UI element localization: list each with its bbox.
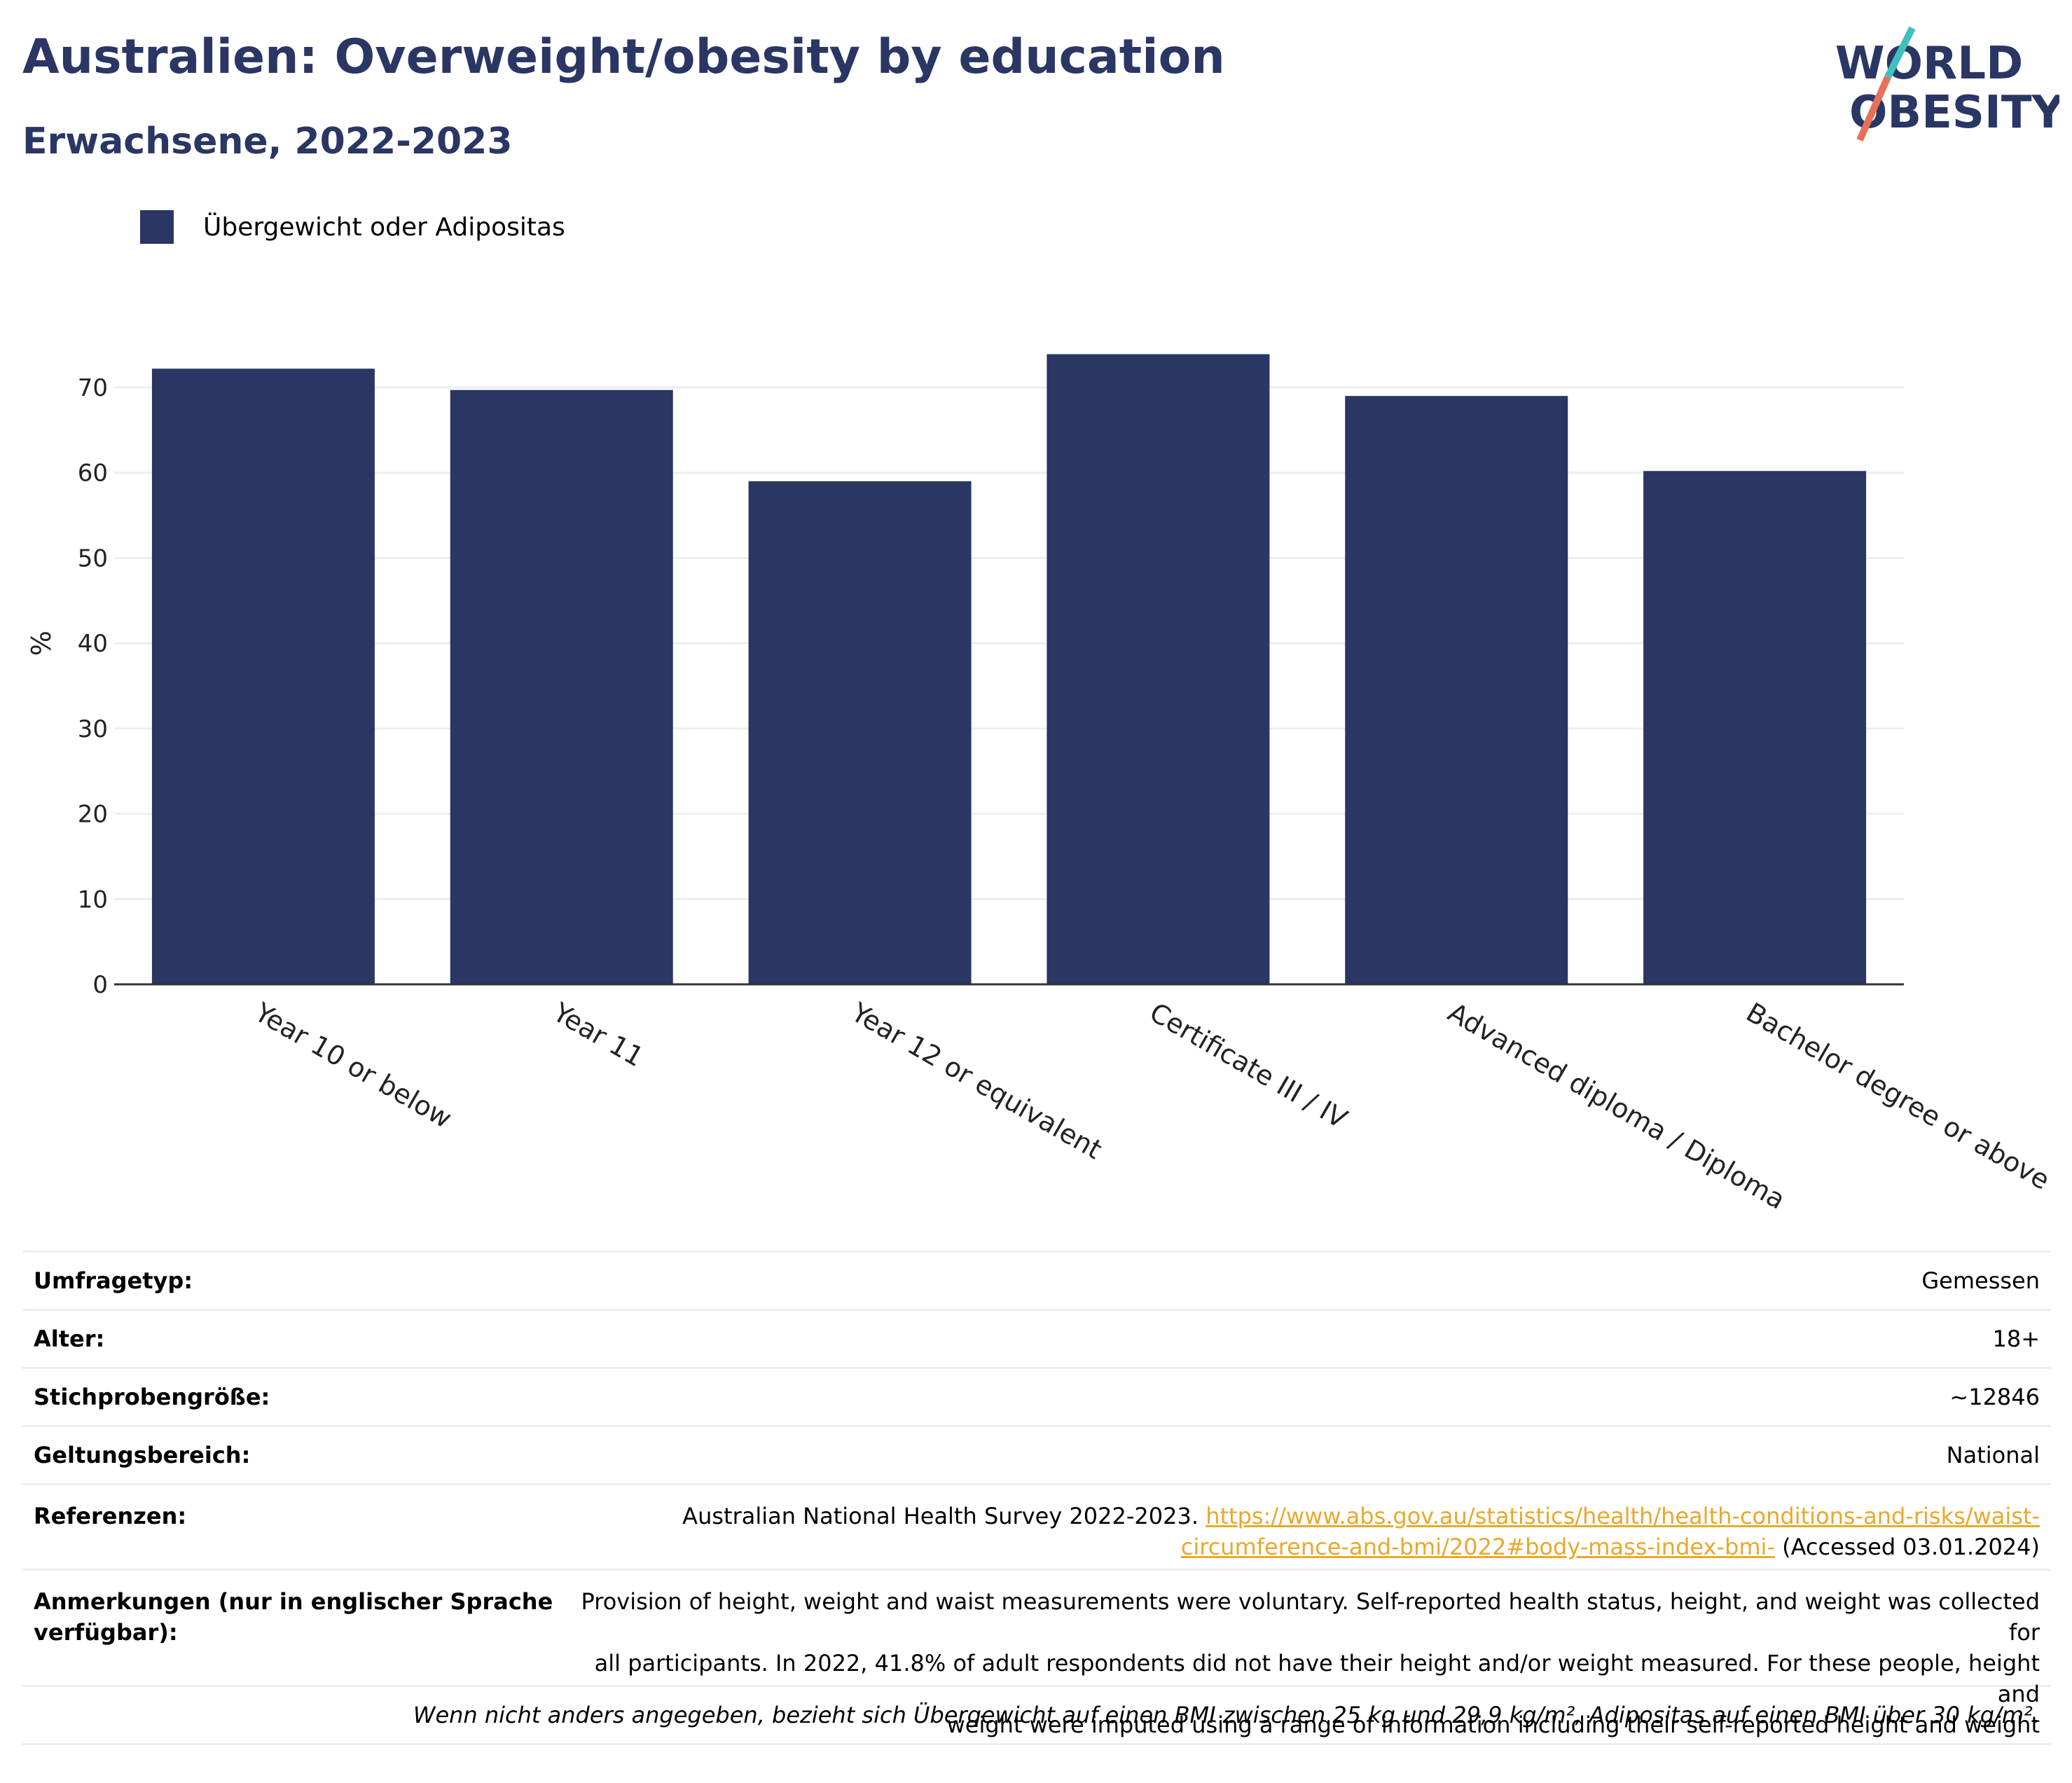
legend-label: Übergewicht oder Adipositas xyxy=(203,212,565,242)
x-tick-label: Year 11 xyxy=(547,996,649,1073)
logo-slash-teal xyxy=(1884,26,1916,79)
notes-label: Anmerkungen (nur in englischer Sprache ve… xyxy=(34,1588,553,1646)
logo-line-2: OBESITY xyxy=(1849,87,2059,139)
scope-value: National xyxy=(1946,1442,2040,1468)
age-value: 18+ xyxy=(1992,1326,2040,1352)
bar xyxy=(1047,354,1270,984)
sample-size-value: ~12846 xyxy=(1949,1384,2040,1410)
footnote: Wenn nicht anders angegeben, bezieht sic… xyxy=(413,1702,2040,1728)
y-tick-label: 60 xyxy=(78,460,108,488)
logo-line-1: WORLD xyxy=(1835,38,2023,90)
survey-type-row: Umfragetyp: Gemessen xyxy=(22,1251,2051,1309)
sample-size-row: Stichprobengröße: ~12846 xyxy=(22,1367,2051,1425)
bar xyxy=(748,481,972,984)
legend-swatch xyxy=(140,210,174,244)
footnote-row: Wenn nicht anders angegeben, bezieht sic… xyxy=(22,1685,2051,1745)
chart-title: Australien: Overweight/obesity by educat… xyxy=(22,29,1225,85)
sample-size-label: Stichprobengröße: xyxy=(34,1384,270,1410)
survey-type-label: Umfragetyp: xyxy=(34,1267,193,1294)
notes-row: Anmerkungen (nur in englischer Sprache ve… xyxy=(22,1569,2051,1738)
legend[interactable]: Übergewicht oder Adipositas xyxy=(140,210,565,244)
bar xyxy=(151,369,375,984)
references-link-1[interactable]: https://www.abs.gov.au/statistics/health… xyxy=(1206,1503,2040,1529)
references-accessed: (Accessed 03.01.2024) xyxy=(1782,1534,2040,1560)
bar-chart: 0 10 20 30 40 50 60 70% Year 10 or below Year 11 Y… xyxy=(26,354,2055,1216)
survey-type-value: Gemessen xyxy=(1921,1267,2040,1294)
scope-label: Geltungsbereich: xyxy=(34,1442,251,1468)
references-text: Australian National Health Survey 2022-2… xyxy=(682,1503,1199,1529)
y-tick-label: 10 xyxy=(78,886,108,914)
age-row: Alter: 18+ xyxy=(22,1309,2051,1367)
bar xyxy=(450,390,673,984)
notes-value: Provision of height, weight and waist me… xyxy=(581,1588,2040,1738)
bar xyxy=(1643,471,1867,984)
x-tick-label: Advanced diploma / Diploma xyxy=(1443,997,1790,1216)
references-row: Referenzen: Australian National Health S… xyxy=(22,1483,2051,1569)
references-value: Australian National Health Survey 2022-2… xyxy=(580,1501,2040,1562)
y-tick-label: 30 xyxy=(78,715,108,743)
age-label: Alter: xyxy=(34,1326,105,1352)
chart-subtitle: Erwachsene, 2022-2023 xyxy=(22,121,513,163)
metadata-table: Umfragetyp: Gemessen Alter: 18+ Stichpro… xyxy=(22,1251,2051,1745)
scope-row: Geltungsbereich: National xyxy=(22,1425,2051,1483)
references-link-2[interactable]: circumference-and-bmi/2022#body-mass-ind… xyxy=(1180,1534,1775,1560)
y-axis-label: % xyxy=(26,631,57,656)
references-label: Referenzen: xyxy=(34,1503,187,1529)
y-tick-label: 70 xyxy=(78,374,108,402)
y-tick-label: 50 xyxy=(78,544,108,572)
x-tick-label: Year 12 or equivalent xyxy=(845,996,1107,1165)
y-tick-label: 0 xyxy=(92,971,108,999)
x-tick-label: Certificate III / IV xyxy=(1145,997,1353,1135)
y-tick-label: 40 xyxy=(78,630,108,658)
x-tick-label: Year 10 or below xyxy=(249,996,457,1134)
y-tick-label: 20 xyxy=(78,801,108,829)
x-tick-label: Bachelor degree or above xyxy=(1741,997,2055,1196)
world-obesity-logo: WORLD OBESITY xyxy=(1835,26,2059,142)
logo-slash-coral xyxy=(1856,75,1891,142)
bar xyxy=(1345,396,1568,984)
